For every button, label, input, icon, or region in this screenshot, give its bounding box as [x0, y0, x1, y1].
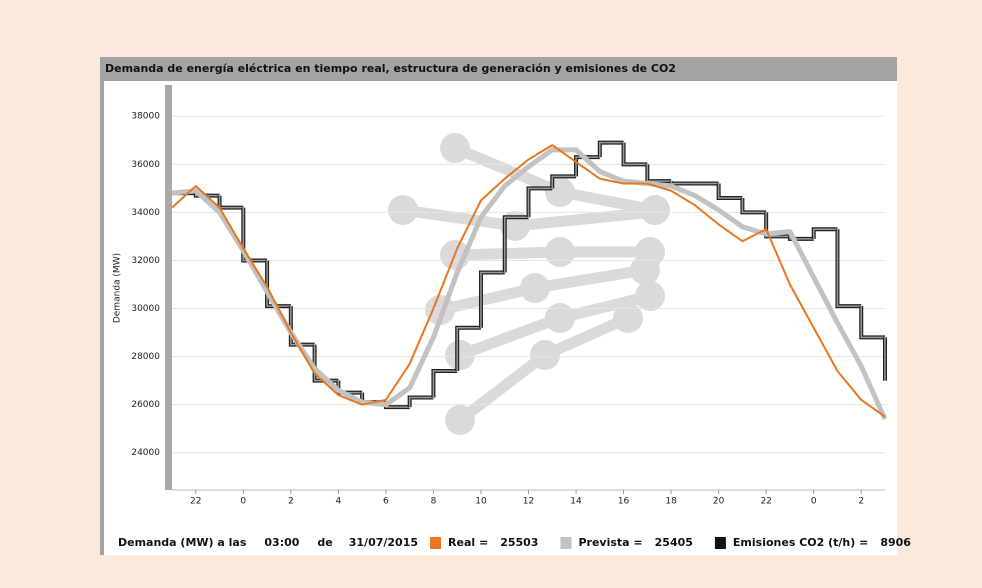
- x-tick-label: 22: [760, 497, 771, 507]
- x-tick-label: 8: [431, 497, 437, 507]
- x-tick-label: 2: [858, 497, 864, 507]
- y-tick-label: 28000: [131, 352, 160, 362]
- y-tick-label: 34000: [131, 208, 160, 218]
- legend-swatch: [560, 537, 571, 549]
- legend-label: Prevista =: [578, 536, 642, 549]
- x-tick-label: 4: [335, 497, 341, 507]
- readout-date: 31/07/2015: [349, 536, 418, 549]
- x-tick-label: 0: [240, 497, 246, 507]
- x-tick-label: 22: [190, 497, 201, 507]
- x-tick-label: 10: [475, 497, 487, 507]
- readout-time: 03:00: [264, 536, 299, 549]
- legend-swatch: [430, 537, 441, 549]
- chart-title: Demanda de energía eléctrica en tiempo r…: [105, 62, 676, 75]
- x-tick-label: 14: [570, 497, 582, 507]
- y-tick-label: 24000: [131, 448, 160, 458]
- panel: [100, 57, 897, 555]
- y-tick-label: 32000: [131, 256, 160, 266]
- y-axis-label: Demanda (MW): [113, 253, 123, 323]
- readout-label: Demanda (MW) a las: [118, 536, 247, 549]
- y-tick-label: 26000: [131, 400, 160, 410]
- x-tick-label: 2: [288, 497, 294, 507]
- legend-label: Emisiones CO2 (t/h) =: [733, 536, 868, 549]
- x-tick-label: 6: [383, 497, 389, 507]
- readout-value: 8906: [880, 536, 911, 549]
- x-tick-label: 12: [523, 497, 534, 507]
- y-tick-label: 38000: [131, 112, 160, 122]
- legend-label: Real =: [448, 536, 488, 549]
- readout-value: 25405: [655, 536, 693, 549]
- axis-bar: [165, 85, 172, 490]
- readout: Demanda (MW) a las 03:00 de 31/07/2015 Real …: [118, 536, 911, 549]
- x-tick-label: 20: [713, 497, 725, 507]
- page: {"chart_data": {"type": "line", "title":…: [0, 0, 982, 588]
- legend-swatch: [715, 537, 726, 549]
- y-tick-label: 30000: [131, 304, 160, 314]
- x-tick-label: 18: [665, 497, 677, 507]
- left-stripe: [100, 81, 104, 555]
- chart: Demanda de energía eléctrica en tiempo r…: [0, 0, 982, 588]
- readout-value: 25503: [500, 536, 538, 549]
- x-tick-label: 0: [811, 497, 817, 507]
- y-tick-label: 36000: [131, 160, 160, 170]
- x-tick-label: 16: [618, 497, 630, 507]
- readout-sep: de: [317, 536, 332, 549]
